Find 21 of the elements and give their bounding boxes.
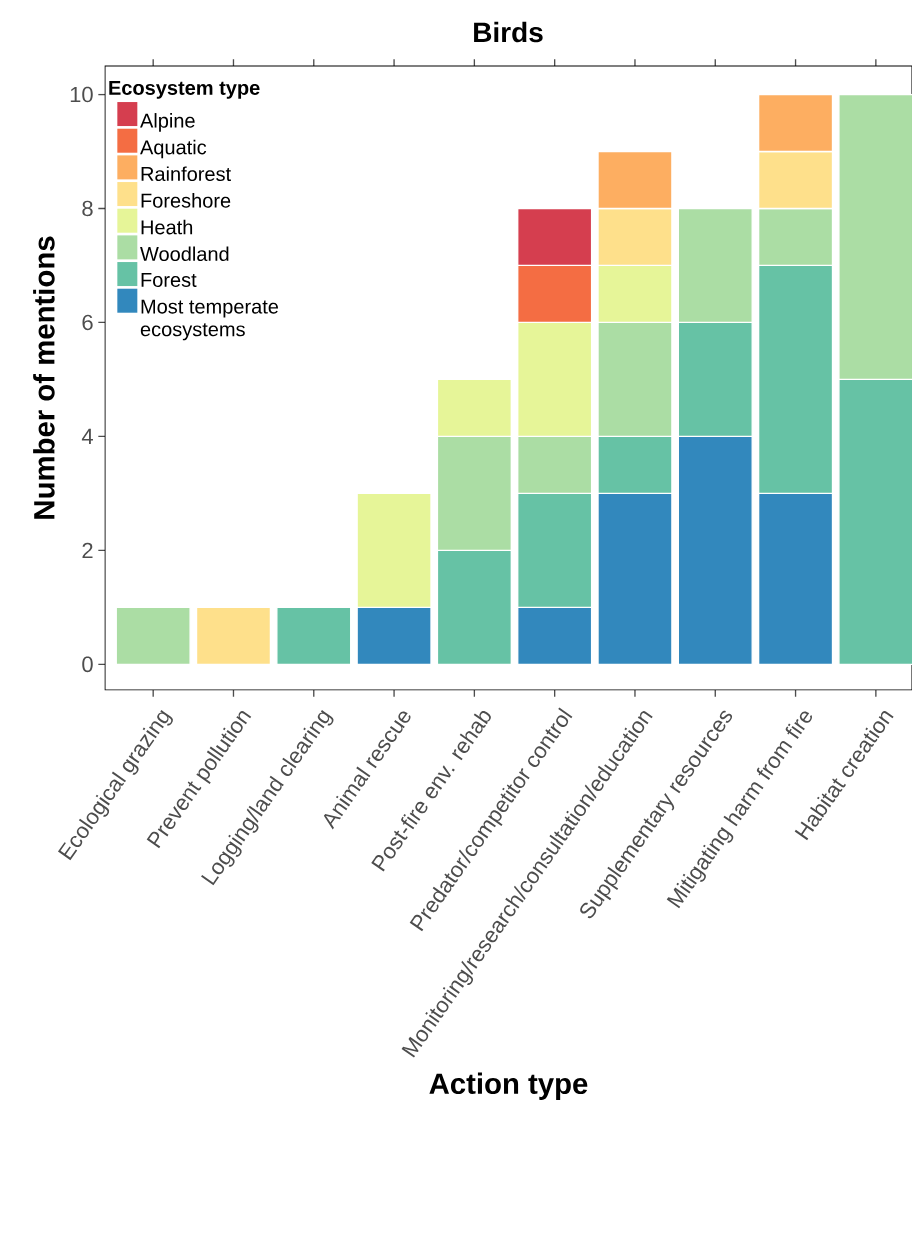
y-tick-label: 6 (82, 314, 93, 331)
legend-label: Foreshore (141, 193, 231, 208)
legend-label: Rainforest (141, 166, 231, 182)
y-tick-label: 8 (82, 200, 93, 217)
legend-label: Forest (141, 273, 197, 287)
bar (115, 606, 191, 666)
y-tick-label: 4 (81, 428, 93, 444)
legend-label: Aquatic (140, 139, 207, 159)
y-tick-label: 0 (82, 656, 93, 673)
chart-title: Birds (474, 21, 543, 43)
y-axis-title: Number of mentions (33, 236, 55, 519)
legend-label: Most temperate ecosystems (140, 299, 279, 341)
bar (276, 606, 352, 666)
x-axis-title: Action type (429, 1072, 588, 1100)
y-tick-label: 10 (70, 86, 93, 103)
legend-label: Woodland (140, 246, 229, 262)
y-tick-label: 2 (82, 542, 93, 559)
legend-label: Alpine (140, 113, 195, 132)
bar (195, 606, 272, 666)
legend-label: Heath (141, 219, 193, 235)
legend-title: Ecosystem type (109, 80, 260, 99)
